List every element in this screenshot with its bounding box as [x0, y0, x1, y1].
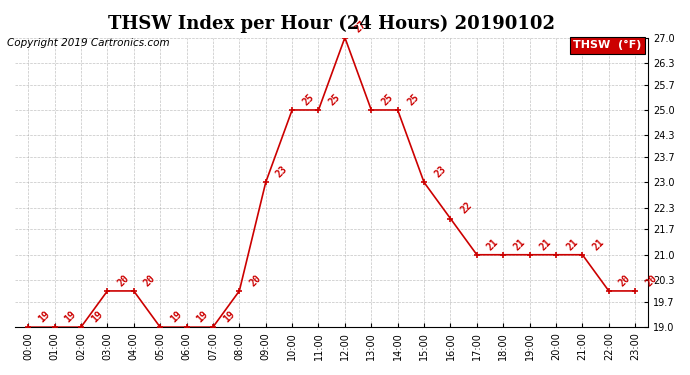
Text: THSW  (°F): THSW (°F)	[573, 40, 642, 51]
Text: 20: 20	[248, 273, 263, 288]
Text: 25: 25	[327, 92, 342, 107]
Text: 23: 23	[433, 164, 448, 180]
Text: 22: 22	[459, 200, 474, 216]
Text: 20: 20	[116, 273, 131, 288]
Text: 19: 19	[37, 309, 52, 324]
Title: THSW Index per Hour (24 Hours) 20190102: THSW Index per Hour (24 Hours) 20190102	[108, 15, 555, 33]
Text: 25: 25	[300, 92, 316, 107]
Text: 20: 20	[617, 273, 633, 288]
Text: 21: 21	[538, 237, 553, 252]
Text: 25: 25	[380, 92, 395, 107]
Text: 25: 25	[406, 92, 422, 107]
Text: 20: 20	[644, 273, 659, 288]
Text: 19: 19	[168, 309, 184, 324]
Text: 19: 19	[195, 309, 210, 324]
Text: 21: 21	[591, 237, 606, 252]
Text: 20: 20	[142, 273, 157, 288]
Text: Copyright 2019 Cartronics.com: Copyright 2019 Cartronics.com	[7, 38, 170, 48]
Text: 23: 23	[274, 164, 289, 180]
Text: 19: 19	[221, 309, 237, 324]
Text: 21: 21	[564, 237, 580, 252]
Text: 21: 21	[511, 237, 527, 252]
Text: 19: 19	[63, 309, 78, 324]
Text: 19: 19	[89, 309, 105, 324]
Text: 27: 27	[353, 20, 368, 35]
Text: 21: 21	[485, 237, 500, 252]
